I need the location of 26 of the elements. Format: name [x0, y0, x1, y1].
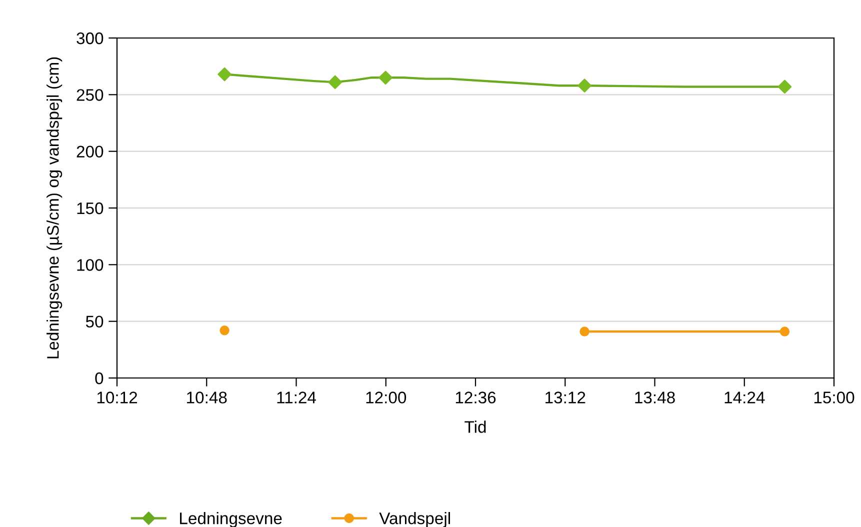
point — [780, 326, 790, 336]
x-tick-label: 10:48 — [187, 392, 227, 404]
point — [220, 326, 230, 336]
x-tick-label: 11:24 — [277, 392, 316, 404]
point — [578, 78, 592, 93]
y-tick-label: 0 — [95, 372, 104, 384]
y-tick-label: 250 — [76, 89, 104, 101]
x-tick-label: 14:24 — [724, 392, 765, 404]
y-tick-label: 50 — [86, 316, 104, 328]
x-tick-label: 10:12 — [97, 392, 138, 404]
y-tick-label: 150 — [77, 202, 104, 214]
y-tick-label: 200 — [76, 146, 104, 158]
y-tick-label: 300 — [76, 32, 104, 44]
point — [328, 75, 342, 90]
point — [778, 80, 792, 94]
y-axis-title: Ledningsevne (µS/cm) og vandspejl (cm) — [46, 57, 62, 358]
point — [218, 67, 232, 82]
x-tick-label: 13:48 — [635, 392, 675, 404]
point — [580, 326, 590, 336]
x-tick-label: 15:00 — [814, 392, 854, 404]
y-tick-label: 100 — [77, 259, 104, 271]
x-tick-label: 12:36 — [456, 392, 496, 404]
point — [378, 70, 392, 85]
x-tick-label: 13:12 — [546, 392, 586, 404]
x-tick-label: 12:00 — [366, 392, 406, 404]
x-axis-title: Tid — [464, 420, 486, 433]
